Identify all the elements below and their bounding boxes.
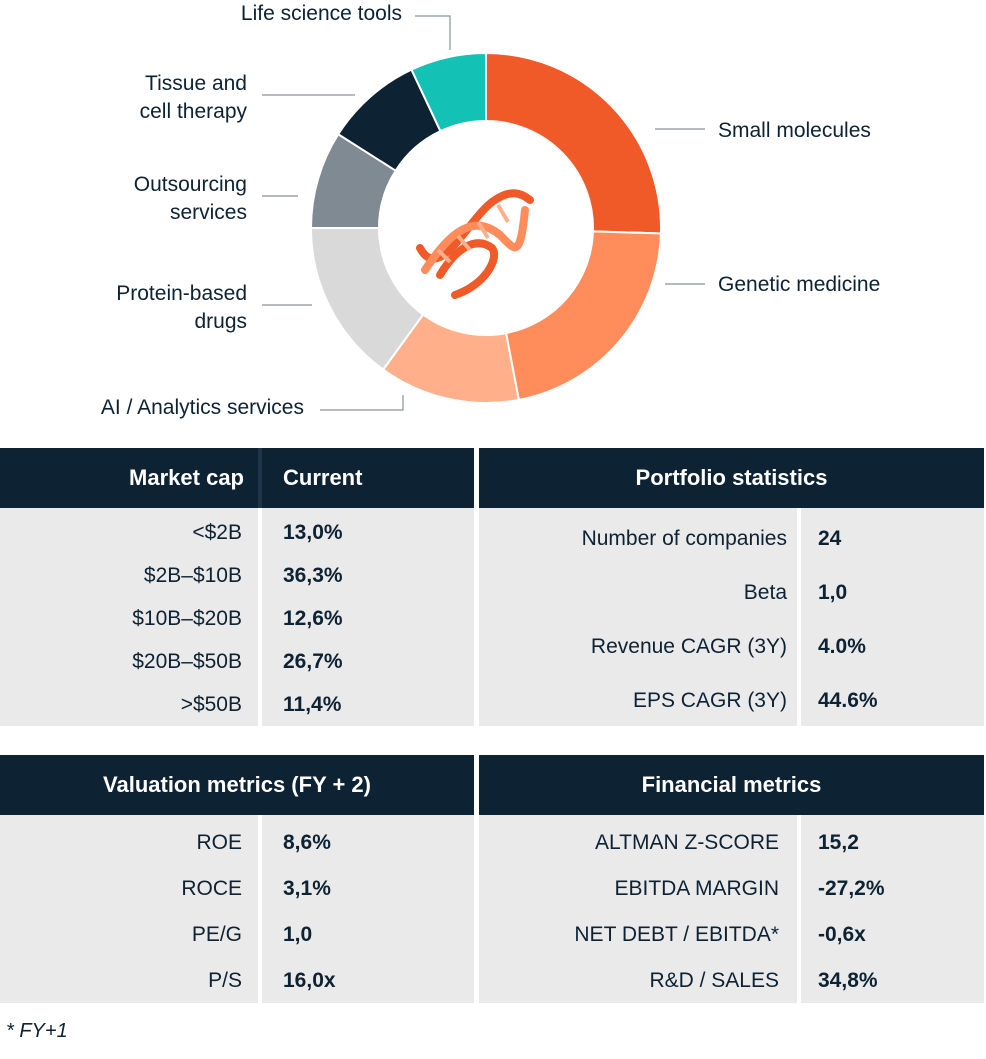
market-cap-row-label: $2B–$10B (143, 564, 242, 587)
financial-row: NET DEBT / EBITDA* -0,6x (479, 920, 984, 950)
label-ai: AI / Analytics services (101, 396, 304, 419)
portfolio-row: Revenue CAGR (3Y) 4.0% (479, 632, 984, 662)
market-cap-row-value: 11,4% (283, 693, 342, 716)
valuation-row-value: 16,0x (283, 969, 336, 992)
portfolio-statistics-table: Portfolio statistics Number of companies… (479, 448, 984, 726)
label-tissue-line1: Tissue and (145, 72, 247, 95)
portfolio-row-value: 4.0% (818, 635, 866, 658)
valuation-row: ROCE 3,1% (0, 874, 474, 904)
financial-row-value: 34,8% (818, 969, 878, 992)
label-life-science: Life science tools (241, 2, 402, 25)
market-cap-row: $2B–$10B 36,3% (0, 561, 474, 591)
donut-slice-life-science-tools (410, 51, 487, 133)
market-cap-row-label: <$2B (192, 521, 242, 544)
valuation-row: PE/G 1,0 (0, 920, 474, 950)
financial-metrics-table: Financial metrics ALTMAN Z-SCORE 15,2 EBIT… (479, 755, 984, 1003)
valuation-metrics-table: Valuation metrics (FY + 2) ROE 8,6% ROCE 3,… (0, 755, 474, 1003)
label-outsourcing-line1: Outsourcing (134, 173, 247, 196)
market-cap-row-value: 26,7% (283, 650, 343, 673)
valuation-header: Valuation metrics (FY + 2) (0, 755, 474, 815)
market-cap-row: $10B–$20B 12,6% (0, 604, 474, 634)
financial-header-title: Financial metrics (641, 772, 822, 797)
label-tissue-line2: cell therapy (140, 100, 248, 123)
portfolio-row-label: Revenue CAGR (3Y) (590, 635, 787, 658)
valuation-row-value: 1,0 (283, 923, 313, 946)
financial-header: Financial metrics (479, 755, 984, 815)
portfolio-row-label: Beta (743, 581, 787, 604)
portfolio-row: Number of companies 24 (479, 524, 984, 554)
portfolio-row-value: 24 (818, 527, 842, 550)
financial-row-value: -27,2% (818, 877, 885, 900)
label-genetic-medicine: Genetic medicine (718, 273, 880, 296)
valuation-row-label: ROE (196, 831, 242, 854)
market-cap-header: Market cap Current (0, 448, 474, 508)
market-cap-row-label: $10B–$20B (132, 607, 242, 630)
market-cap-table: Market cap Current <$2B 13,0% $2B–$10B 36,3… (0, 448, 474, 726)
market-cap-header-left: Market cap (129, 465, 244, 490)
donut-chart: Life science tools Tissue and cell thera… (101, 2, 880, 419)
footnote: * FY+1 (6, 1020, 68, 1042)
market-cap-row: >$50B 11,4% (0, 690, 474, 720)
portfolio-row: EPS CAGR (3Y) 44.6% (479, 686, 984, 716)
financial-row-label: NET DEBT / EBITDA* (574, 923, 779, 946)
label-small-molecules: Small molecules (718, 119, 871, 142)
financial-row-value: -0,6x (818, 923, 866, 946)
dna-icon (416, 189, 534, 299)
market-cap-header-right: Current (283, 465, 363, 490)
financial-row-label: R&D / SALES (649, 969, 779, 992)
portfolio-row-label: EPS CAGR (3Y) (632, 689, 787, 712)
valuation-row-label: PE/G (191, 923, 242, 946)
valuation-row-label: ROCE (181, 877, 242, 900)
market-cap-row: <$2B 13,0% (0, 518, 474, 548)
label-protein-line1: Protein-based (116, 282, 247, 305)
financial-row-label: EBITDA MARGIN (614, 877, 779, 900)
market-cap-row-value: 12,6% (283, 607, 343, 630)
portfolio-header-title: Portfolio statistics (635, 465, 828, 490)
label-outsourcing-line2: services (170, 201, 247, 224)
portfolio-row: Beta 1,0 (479, 578, 984, 608)
portfolio-header: Portfolio statistics (479, 448, 984, 508)
valuation-row-label: P/S (208, 969, 242, 992)
valuation-row-value: 8,6% (283, 831, 331, 854)
portfolio-row-value: 1,0 (818, 581, 848, 604)
financial-row-label: ALTMAN Z-SCORE (595, 831, 779, 854)
valuation-row: ROE 8,6% (0, 828, 474, 858)
donut-slice-small-molecules (485, 51, 662, 235)
market-cap-row-label: $20B–$50B (132, 650, 242, 673)
donut-slices (309, 51, 662, 404)
portfolio-row-label: Number of companies (581, 527, 787, 550)
valuation-row-value: 3,1% (283, 877, 331, 900)
market-cap-row-label: >$50B (180, 693, 242, 716)
leader-life-science (415, 15, 451, 50)
market-cap-row: $20B–$50B 26,7% (0, 647, 474, 677)
portfolio-row-value: 44.6% (818, 689, 878, 712)
leader-ai (320, 395, 404, 411)
financial-row: EBITDA MARGIN -27,2% (479, 874, 984, 904)
market-cap-row-value: 36,3% (283, 564, 343, 587)
financial-row: R&D / SALES 34,8% (479, 966, 984, 996)
label-protein-line2: drugs (194, 310, 247, 333)
financial-row: ALTMAN Z-SCORE 15,2 (479, 828, 984, 858)
valuation-header-title: Valuation metrics (FY + 2) (103, 772, 371, 797)
donut-slice-genetic-medicine (504, 230, 662, 402)
valuation-row: P/S 16,0x (0, 966, 474, 996)
financial-row-value: 15,2 (818, 831, 859, 854)
market-cap-row-value: 13,0% (283, 521, 343, 544)
